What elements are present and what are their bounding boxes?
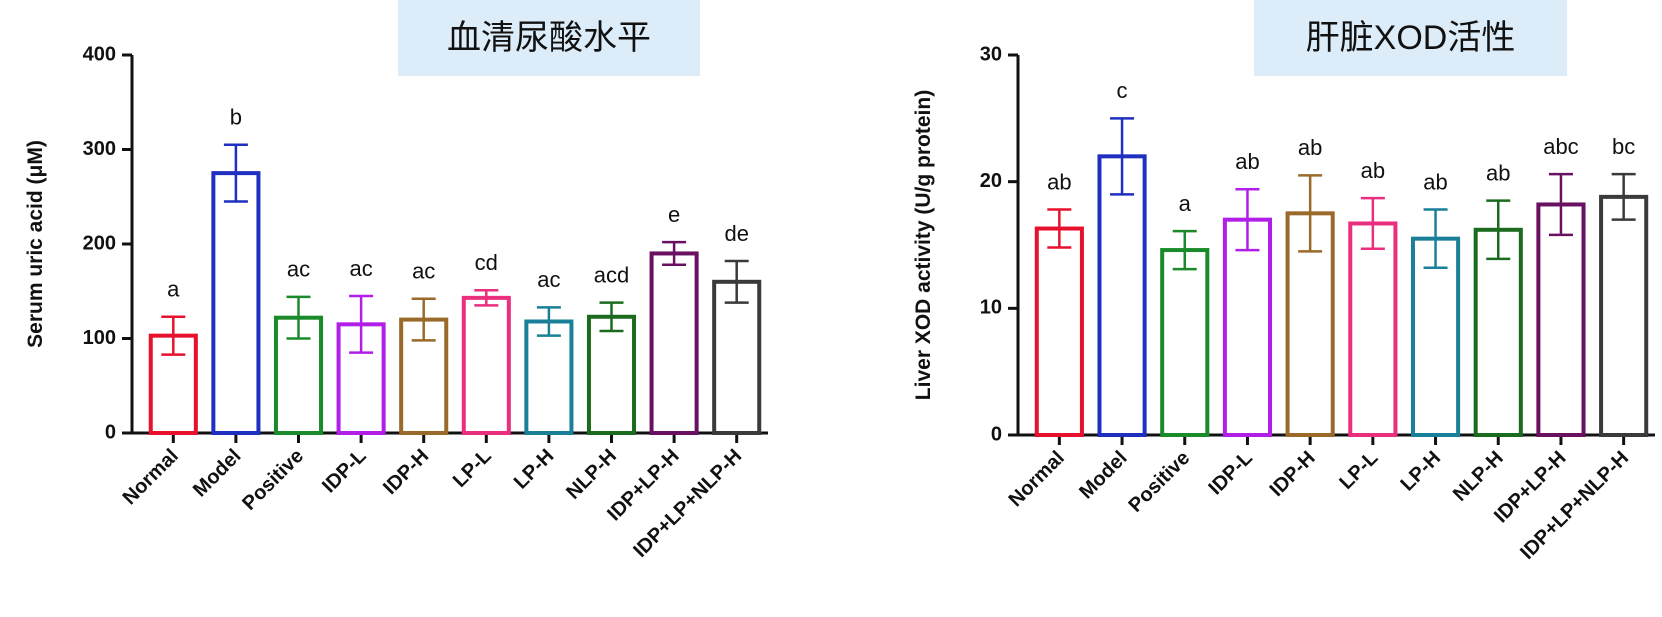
bar	[1034, 226, 1084, 437]
x-tick-label: IDP-L	[318, 445, 370, 497]
y-axis-label: Liver XOD activity (U/g protein)	[912, 90, 935, 400]
chart-title: 血清尿酸水平	[447, 19, 651, 57]
x-tick-label: Positive	[238, 445, 308, 515]
value-label: ab	[1361, 158, 1385, 183]
value-label: b	[230, 105, 242, 130]
title-box	[1254, 0, 1567, 76]
chart-title: 肝脏XOD活性	[1306, 19, 1516, 57]
bar	[1348, 221, 1398, 437]
y-tick-label: 10	[980, 297, 1002, 319]
bar	[211, 171, 261, 435]
value-label: cd	[475, 250, 498, 275]
value-label: acd	[594, 262, 629, 287]
y-tick-label: 0	[991, 423, 1002, 445]
y-tick-label: 100	[83, 327, 116, 349]
y-tick-label: 30	[980, 43, 1002, 65]
x-tick-label: LP-L	[449, 445, 496, 492]
bar	[1473, 227, 1523, 437]
bar	[1599, 194, 1649, 437]
y-tick-label: 300	[83, 138, 116, 160]
x-tick-label: IDP-H	[1266, 447, 1320, 501]
value-label: e	[668, 202, 680, 227]
bar	[1097, 154, 1147, 437]
bar	[524, 319, 574, 435]
title-box	[398, 0, 700, 76]
value-label: ab	[1047, 169, 1071, 194]
value-label: ab	[1486, 160, 1510, 185]
bar	[586, 314, 637, 436]
bar	[1536, 202, 1586, 437]
value-label: ac	[349, 256, 372, 281]
x-tick-label: LP-H	[510, 445, 559, 494]
x-tick-label: IDP+LP+NLP-H	[1516, 447, 1633, 564]
x-tick-label: NLP-H	[1449, 447, 1508, 506]
value-label: ac	[537, 267, 560, 292]
bar	[461, 295, 511, 435]
x-tick-label: LP-L	[1335, 447, 1382, 494]
value-label: c	[1117, 78, 1128, 103]
x-tick-label: NLP-H	[562, 445, 621, 504]
value-label: a	[167, 277, 180, 302]
x-tick-label: LP-H	[1397, 447, 1446, 496]
y-tick-label: 200	[83, 232, 116, 254]
value-label: ac	[287, 257, 310, 282]
bar	[649, 251, 699, 435]
x-tick-label: Normal	[1005, 447, 1069, 511]
x-tick-label: IDP-L	[1205, 447, 1257, 499]
y-tick-label: 20	[980, 170, 1002, 192]
value-label: ac	[412, 259, 435, 284]
bar	[712, 279, 762, 435]
x-tick-label: IDP+LP+NLP-H	[629, 445, 746, 562]
value-label: bc	[1612, 134, 1635, 159]
value-label: de	[724, 221, 748, 246]
x-tick-label: Model	[1075, 447, 1131, 503]
value-label: abc	[1543, 134, 1578, 159]
x-tick-label: Normal	[119, 445, 183, 509]
value-label: ab	[1298, 135, 1322, 160]
y-axis-label: Serum uric acid (μM)	[24, 140, 47, 348]
x-tick-label: Positive	[1124, 447, 1194, 517]
y-tick-label: 400	[83, 43, 116, 65]
value-label: ab	[1423, 169, 1447, 194]
y-tick-label: 0	[105, 421, 116, 443]
x-tick-label: Model	[189, 445, 245, 501]
bar	[1160, 248, 1210, 437]
value-label: a	[1179, 191, 1192, 216]
x-tick-label: IDP-H	[379, 445, 433, 499]
value-label: ab	[1235, 149, 1259, 174]
bar	[1222, 217, 1273, 437]
